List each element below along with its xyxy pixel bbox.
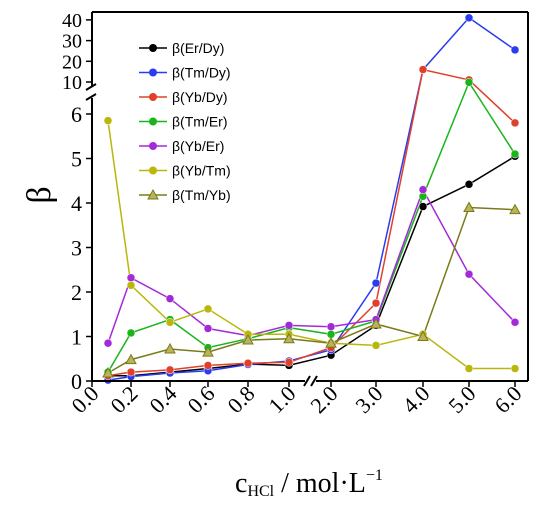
data-point-tm-yb	[325, 337, 337, 348]
data-point-yb-er	[103, 338, 113, 348]
data-point-tm-yb	[370, 318, 382, 329]
y-tick-label: 5	[71, 147, 82, 172]
x-axis-break-mark	[303, 375, 311, 387]
legend-label: β(Tm/Yb)	[172, 187, 231, 203]
data-point-tm-dy	[510, 45, 520, 55]
series-line-er-dy	[108, 155, 516, 377]
data-point-tm-yb	[509, 203, 521, 215]
data-point-tm-yb	[283, 332, 295, 344]
data-point-tm-er	[326, 330, 336, 339]
data-point-tm-yb	[164, 342, 176, 354]
legend-marker-tm-yb	[147, 188, 159, 200]
y-tick-label: 3	[71, 236, 82, 261]
x-tick-label: 6.0	[489, 381, 526, 418]
legend-marker-er-dy	[149, 44, 157, 52]
x-tick-label: 0.8	[222, 381, 259, 418]
legend-label: β(Yb/Er)	[172, 138, 224, 154]
x-tick-label: 0.6	[182, 381, 219, 418]
data-point-tm-er	[510, 149, 520, 159]
data-point-yb-tm	[510, 364, 520, 373]
data-point-tm-yb	[202, 346, 214, 357]
y-tick-label: 1	[71, 325, 82, 350]
data-point-yb-tm	[371, 341, 381, 350]
y-tick-label: 2	[71, 280, 82, 305]
y-axis-break-mark	[85, 93, 97, 101]
legend-marker-yb-tm	[149, 166, 157, 175]
data-point-yb-er	[418, 185, 428, 194]
legend-label: β(Er/Dy)	[172, 40, 224, 56]
x-tick-label: 0.2	[105, 381, 142, 418]
x-tick-label: 3.0	[350, 381, 387, 418]
y-tick-label: 20	[62, 51, 82, 73]
legend-marker-yb-er	[149, 142, 157, 150]
data-point-tm-yb	[125, 353, 137, 365]
y-axis-break-mark	[85, 83, 97, 91]
legend-label: β(Tm/Dy)	[172, 65, 231, 81]
x-tick-label: 4.0	[397, 381, 434, 418]
data-point-tm-yb	[463, 201, 475, 212]
data-point-tm-yb	[102, 366, 114, 378]
legend-marker-tm-dy	[149, 68, 157, 77]
data-point-yb-dy	[284, 358, 294, 367]
x-tick-label: 0.4	[144, 381, 181, 418]
legend-marker-yb-dy	[149, 93, 157, 101]
legend-label: β(Yb/Dy)	[172, 89, 228, 105]
legend: β(Er/Dy) β(Tm/Dy) β(Yb/Dy) β(Tm/Er) β(Yb/Er)…	[139, 40, 231, 203]
x-axis-title-sup: −1	[366, 467, 383, 484]
data-point-yb-er	[464, 269, 474, 279]
x-axis-title-main: c	[235, 468, 247, 499]
y-tick-label: 6	[71, 102, 82, 127]
x-axis-break-mark	[310, 375, 318, 387]
data-point-yb-dy	[203, 361, 213, 370]
data-point-yb-er	[126, 273, 136, 283]
data-point-yb-dy	[510, 118, 520, 128]
data-point-yb-er	[165, 294, 175, 303]
data-point-yb-dy	[126, 367, 136, 377]
data-point-yb-tm	[464, 364, 474, 373]
data-point-yb-dy	[165, 365, 175, 375]
data-point-yb-dy	[371, 298, 381, 308]
legend-label: β(Tm/Er)	[172, 114, 227, 130]
data-point-tm-er	[464, 78, 474, 87]
data-point-yb-er	[510, 318, 520, 327]
x-tick-label: 5.0	[443, 381, 480, 418]
data-point-tm-dy	[371, 278, 381, 288]
x-tick-label: 2.0	[305, 381, 342, 418]
y-tick-label: 4	[71, 191, 82, 216]
data-point-yb-er	[326, 322, 336, 331]
y-tick-label: 0	[71, 369, 82, 394]
x-axis-title-unit: / mol·L	[274, 468, 366, 499]
data-point-yb-dy	[418, 65, 428, 74]
data-point-yb-tm	[103, 116, 113, 125]
plot-area	[102, 13, 521, 385]
data-point-yb-tm	[126, 281, 136, 290]
y-tick-label: 40	[62, 10, 82, 32]
x-axis-title-sub: HCl	[247, 483, 274, 500]
y-tick-label: 30	[62, 31, 82, 53]
data-point-er-dy	[464, 180, 474, 189]
series-line-tm-er	[107, 80, 516, 373]
series-line-yb-dy	[107, 68, 516, 377]
x-tick-label: 1.0	[263, 381, 300, 418]
data-point-yb-tm	[165, 318, 175, 327]
data-point-er-dy	[418, 202, 428, 211]
y-axis-title: β	[21, 186, 58, 203]
y-tick-label: 10	[62, 72, 82, 94]
data-point-tm-yb	[242, 334, 254, 345]
data-point-yb-er	[203, 324, 213, 333]
legend-marker-tm-er	[149, 117, 157, 126]
data-point-tm-yb	[417, 330, 429, 341]
data-point-yb-er	[284, 321, 294, 330]
data-point-tm-dy	[464, 13, 474, 23]
x-axis-title: cHCl / mol·L−1	[235, 467, 383, 500]
data-point-tm-er	[126, 328, 136, 338]
legend-label: β(Yb/Tm)	[172, 163, 231, 179]
data-point-yb-tm	[203, 304, 213, 314]
data-point-yb-dy	[243, 358, 253, 368]
